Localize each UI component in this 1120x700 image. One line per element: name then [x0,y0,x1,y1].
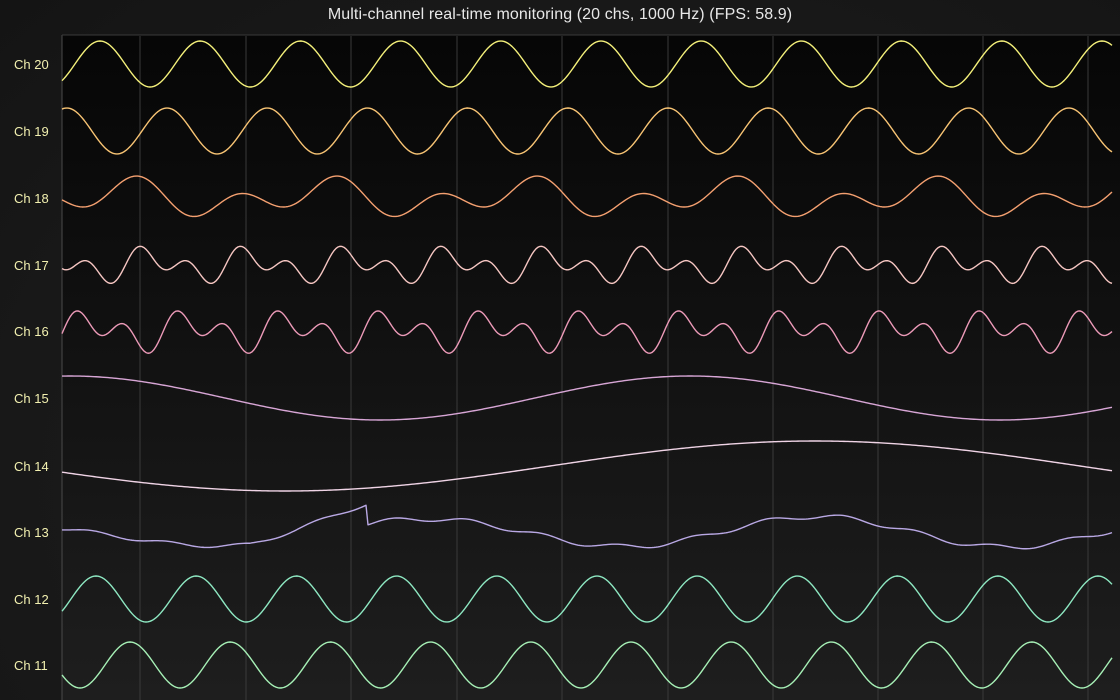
channel-label-ch-13: Ch 13 [14,525,49,540]
channel-label-ch-18: Ch 18 [14,191,49,206]
channel-label-ch-11: Ch 11 [14,658,48,673]
channel-labels: Ch 20 Ch 19 Ch 18 Ch 17 Ch 16 Ch 15 Ch 14 Ch 13… [14,57,49,673]
channel-label-ch-20: Ch 20 [14,57,49,72]
channel-label-ch-17: Ch 17 [14,258,49,273]
channel-label-ch-19: Ch 19 [14,124,49,139]
channel-label-ch-14: Ch 14 [14,459,49,474]
plot-area [62,35,1120,700]
channel-label-ch-12: Ch 12 [14,592,49,607]
channel-label-ch-15: Ch 15 [14,391,49,406]
channel-label-ch-16: Ch 16 [14,324,49,339]
